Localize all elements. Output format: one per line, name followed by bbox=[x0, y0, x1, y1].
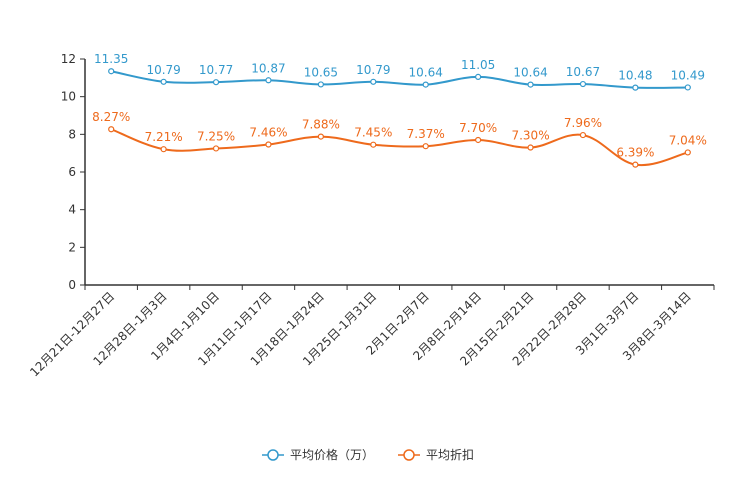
data-point bbox=[684, 149, 691, 156]
data-label: 10.65 bbox=[304, 65, 338, 79]
data-label: 7.21% bbox=[145, 130, 183, 144]
data-point bbox=[317, 133, 324, 140]
y-tick-label: 12 bbox=[61, 52, 76, 66]
legend[interactable]: 平均价格（万） 平均折扣 bbox=[262, 447, 474, 462]
x-tick-label: 12月21日-12月27日 bbox=[27, 289, 117, 379]
series-line bbox=[111, 70, 688, 89]
data-label: 7.88% bbox=[302, 118, 340, 132]
data-point bbox=[579, 131, 587, 139]
data-point bbox=[475, 136, 482, 144]
data-label: 8.27% bbox=[92, 110, 130, 124]
data-label: 11.05 bbox=[461, 58, 495, 72]
data-label: 10.79 bbox=[356, 63, 390, 77]
data-point bbox=[108, 126, 115, 133]
data-point bbox=[475, 73, 482, 80]
y-tick-label: 0 bbox=[68, 278, 76, 292]
y-tick-label: 10 bbox=[61, 90, 76, 104]
data-point bbox=[265, 141, 272, 148]
series-2: 8.27% 7.21% 7.25% 7.46% 7.88% 7.45% 7.37% 7.70%… bbox=[92, 110, 707, 168]
data-point bbox=[422, 143, 429, 150]
series-layer: 11.35 10.79 10.77 10.87 10.65 10.79 10.64 11.05… bbox=[92, 52, 707, 168]
data-point bbox=[632, 84, 639, 91]
data-point bbox=[527, 144, 534, 151]
y-tick-label: 8 bbox=[68, 127, 76, 141]
data-label: 7.04% bbox=[669, 133, 707, 147]
data-label: 7.45% bbox=[354, 126, 392, 140]
data-label: 7.25% bbox=[197, 129, 235, 143]
data-point bbox=[370, 141, 377, 148]
legend-marker-icon bbox=[403, 449, 415, 461]
legend-item-2[interactable]: 平均折扣 bbox=[398, 447, 474, 462]
data-label: 10.87 bbox=[251, 61, 285, 75]
data-point bbox=[160, 78, 167, 85]
data-label: 10.48 bbox=[618, 69, 652, 83]
data-label: 10.64 bbox=[513, 66, 547, 80]
y-tick-label: 6 bbox=[68, 165, 76, 179]
data-point bbox=[632, 161, 639, 168]
axes: 02468101212月21日-12月27日12月28日-1月3日1月4日-1月… bbox=[27, 52, 715, 379]
data-label: 10.64 bbox=[409, 66, 443, 80]
data-label: 7.46% bbox=[249, 126, 287, 140]
data-point bbox=[579, 80, 587, 88]
data-label: 7.37% bbox=[407, 127, 445, 141]
data-point bbox=[317, 81, 324, 88]
data-point bbox=[212, 79, 220, 86]
series-1: 11.35 10.79 10.77 10.87 10.65 10.79 10.64 11.05… bbox=[94, 52, 705, 91]
data-point bbox=[265, 77, 272, 84]
data-label: 6.39% bbox=[616, 146, 654, 160]
legend-label: 平均价格（万） bbox=[290, 447, 374, 462]
data-point bbox=[108, 68, 115, 75]
data-point bbox=[370, 78, 377, 85]
legend-marker-icon bbox=[267, 449, 279, 461]
data-point bbox=[527, 81, 534, 88]
data-label: 11.35 bbox=[94, 52, 128, 66]
data-label: 10.67 bbox=[566, 65, 600, 79]
data-point bbox=[684, 84, 691, 91]
legend-item-1[interactable]: 平均价格（万） bbox=[262, 447, 374, 462]
legend-label: 平均折扣 bbox=[426, 447, 474, 462]
data-label: 7.96% bbox=[564, 116, 602, 130]
data-label: 10.77 bbox=[199, 63, 233, 77]
series-line bbox=[110, 128, 689, 167]
data-label: 7.30% bbox=[511, 129, 549, 143]
data-point bbox=[160, 146, 167, 153]
data-label: 7.70% bbox=[459, 121, 497, 135]
y-tick-label: 2 bbox=[68, 240, 76, 254]
y-tick-label: 4 bbox=[68, 203, 76, 217]
data-label: 10.49 bbox=[671, 68, 705, 82]
data-point bbox=[422, 81, 429, 88]
data-point bbox=[212, 145, 220, 152]
data-label: 10.79 bbox=[146, 63, 180, 77]
